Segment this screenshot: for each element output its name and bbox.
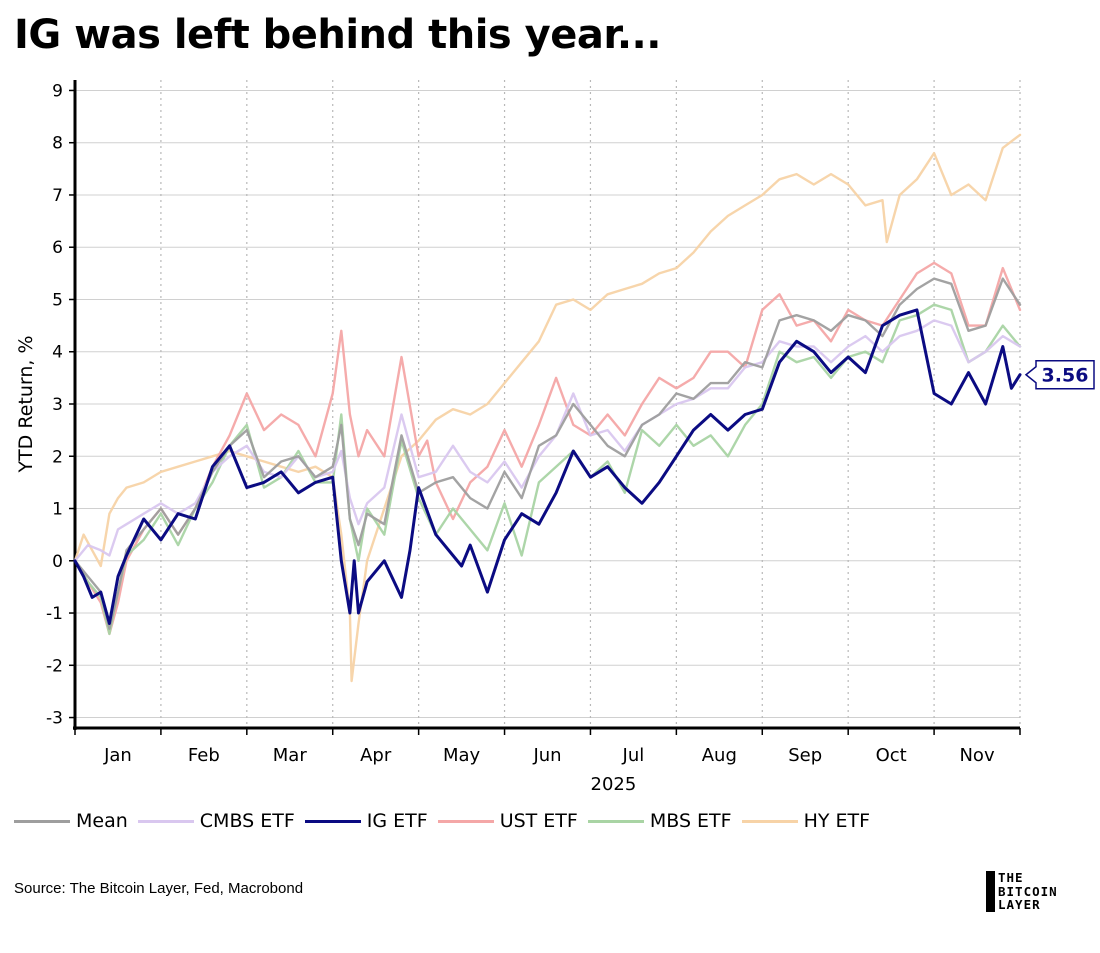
x-tick-label: Apr: [360, 745, 392, 766]
y-tick-label: -3: [46, 709, 63, 729]
series-line-ust-etf: [73, 261, 1022, 636]
legend-swatch: [437, 819, 494, 823]
y-tick-label: 8: [52, 134, 63, 154]
series-line-ig-etf: [73, 308, 1022, 625]
x-tick-label: Jul: [622, 745, 645, 766]
legend-label: UST ETF: [499, 810, 578, 832]
page-title: IG was left behind this year...: [14, 12, 661, 58]
x-tick-label: Feb: [188, 745, 220, 766]
y-tick-label: 9: [52, 81, 63, 101]
brand-line: BITCOIN: [998, 883, 1058, 899]
y-tick-label: 5: [52, 290, 63, 310]
y-tick-label: 0: [52, 552, 63, 572]
x-tick-label: May: [443, 745, 481, 766]
y-tick-label: 4: [52, 343, 63, 363]
legend-item: CMBS ETF: [137, 810, 295, 832]
y-tick-label: 1: [52, 500, 63, 520]
end-value-callout: [1024, 359, 1095, 390]
brand-line: LAYER: [998, 897, 1041, 912]
legend-item: Mean: [14, 810, 128, 832]
y-tick-label: 7: [52, 186, 63, 206]
end-value-label: 3.56: [1042, 365, 1089, 387]
legend-item: HY ETF: [741, 810, 871, 832]
legend-label: MBS ETF: [649, 810, 732, 832]
y-axis-label: YTD Return, %: [15, 335, 37, 473]
legend-swatch: [14, 819, 70, 823]
brand-bar: [986, 871, 995, 912]
x-tick-label: Aug: [702, 745, 737, 766]
y-tick-label: 6: [52, 238, 63, 258]
series-line-hy-etf: [73, 133, 1022, 683]
brand-logo: THE BITCOIN LAYER: [986, 871, 1058, 912]
legend-item: UST ETF: [437, 810, 578, 832]
legend-item: IG ETF: [304, 810, 428, 832]
series-line-mean: [73, 277, 1022, 630]
y-tick-label: -1: [46, 604, 63, 624]
x-tick-label: Sep: [788, 745, 822, 766]
legend-label: Mean: [76, 810, 128, 832]
x-axis-label: 2025: [591, 774, 637, 795]
legend-swatch: [741, 819, 798, 823]
x-tick-label: Jan: [103, 745, 132, 766]
legend-label: HY ETF: [803, 810, 871, 832]
x-tick-label: Mar: [273, 745, 308, 766]
y-tick-label: 2: [52, 447, 63, 467]
legend-label: IG ETF: [366, 810, 428, 832]
chart-legend: Mean CMBS ETF IG ETF UST ETF MBS ETF HY ETF: [14, 810, 880, 832]
x-tick-label: Oct: [876, 745, 907, 766]
legend-label: CMBS ETF: [199, 810, 295, 832]
legend-item: MBS ETF: [587, 810, 732, 832]
x-tick-label: Jun: [532, 745, 561, 766]
legend-swatch: [587, 819, 644, 823]
legend-swatch: [137, 819, 194, 823]
y-tick-label: 3: [52, 395, 63, 415]
y-tick-label: -2: [46, 656, 63, 676]
legend-swatch: [304, 819, 361, 823]
source-note: Source: The Bitcoin Layer, Fed, Macrobon…: [14, 880, 304, 897]
x-tick-label: Nov: [959, 745, 994, 766]
brand-wordmark: THE BITCOIN LAYER: [998, 871, 1058, 912]
brand-line: THE: [998, 870, 1024, 885]
line-chart: -3 -2 -1 0 1 2 3 4 5 6 7 8 9 Jan Feb Mar Apr May Jun Jul Aug…: [15, 80, 1095, 795]
